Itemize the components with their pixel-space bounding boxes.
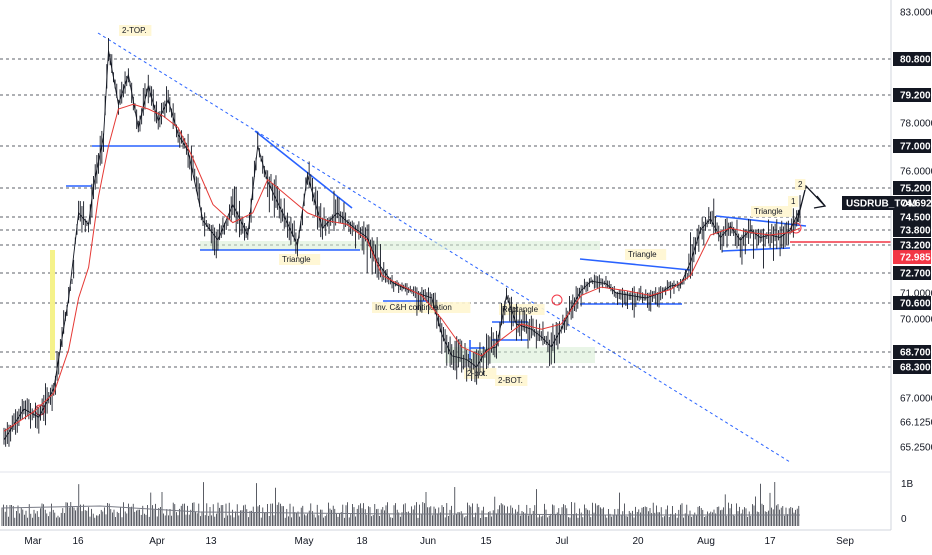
time-tick-label: 15 <box>480 536 492 547</box>
label-rectangle: Rectangle <box>502 305 539 314</box>
label-2-bot-small: 2-bot. <box>467 369 487 378</box>
label-wave-1-bg <box>788 196 799 207</box>
time-tick-label: Apr <box>149 536 165 547</box>
support-zone <box>200 241 600 250</box>
price-tick-label: 73.2000 <box>900 241 932 252</box>
price-tick-label: 70.0000 <box>900 315 932 326</box>
last-price-tag <box>842 196 931 210</box>
label-2-bot-small-bg <box>464 368 497 379</box>
price-level-tag <box>893 296 931 310</box>
volume-pane <box>1 482 800 526</box>
time-tick-label: May <box>295 536 314 547</box>
label-2-top: 2-TOP. <box>122 26 147 35</box>
price-level-tag <box>893 139 931 153</box>
signal-circle <box>551 294 563 306</box>
time-tick-label: 20 <box>632 536 644 547</box>
last-price-label: 74.6925 <box>901 199 932 210</box>
price-level-tag <box>893 360 931 374</box>
label-2-bot: 2-BOT. <box>498 376 523 385</box>
volume-tick-label: 1B <box>901 479 914 490</box>
marked-price-label: 72.9850 <box>900 253 932 264</box>
time-tick-label: Jun <box>420 536 436 547</box>
time-tick-label: Aug <box>697 536 715 547</box>
time-tick-label: 16 <box>72 536 84 547</box>
price-tick-label: 68.3000 <box>900 363 932 374</box>
chart-drawings: 2-TOP. Triangle Inv. C&H continuation Recta… <box>34 25 891 463</box>
price-tick-label: 68.7000 <box>900 348 932 359</box>
label-rectangle-bg <box>499 304 545 315</box>
pattern-line <box>254 130 353 209</box>
label-inv-ch: Inv. C&H continuation <box>375 303 452 312</box>
price-series <box>3 37 801 447</box>
label-2-bot-bg <box>495 375 528 386</box>
price-level-tag <box>893 52 931 66</box>
price-tick-label: 71.0000 <box>900 289 932 300</box>
price-tick-label: 79.2000 <box>900 91 932 102</box>
price-tick-label: 75.2000 <box>900 184 932 195</box>
price-tick-label: 70.6000 <box>900 299 932 310</box>
price-level-tag <box>893 345 931 359</box>
time-tick-label: 17 <box>764 536 776 547</box>
label-inv-ch-bg <box>372 302 471 313</box>
price-tick-label: 76.0000 <box>900 167 932 178</box>
bottom-zone <box>445 347 595 363</box>
price-axis[interactable]: 83.0000 80.8000 79.2000 78.0000 77.0000 76.00… <box>842 0 932 530</box>
pattern-line <box>579 258 691 271</box>
label-wave-2-bg <box>795 179 806 190</box>
pattern-line <box>721 247 791 252</box>
label-wave-1: 1 <box>791 197 796 206</box>
volume-ma-line <box>1 505 800 516</box>
price-tick-label: 78.0000 <box>900 119 932 130</box>
symbol-label: USDRUB_TOM <box>846 199 916 210</box>
marked-price-tag <box>893 250 931 265</box>
moving-average-line <box>3 103 801 432</box>
price-line <box>3 50 801 441</box>
price-level-tag <box>893 223 931 237</box>
pattern-line <box>715 215 807 227</box>
price-tick-label: 73.8000 <box>900 226 932 237</box>
label-triangle-3-bg <box>751 206 793 217</box>
projection-arrow-head <box>813 195 827 209</box>
label-triangle-1: Triangle <box>282 255 311 264</box>
label-triangle-2: Triangle <box>628 250 657 259</box>
price-tick-label: 77.0000 <box>900 142 932 153</box>
price-tick-label: 67.0000 <box>900 394 932 405</box>
label-triangle-3: Triangle <box>754 207 783 216</box>
time-tick-label: Sep <box>836 536 854 547</box>
time-tick-label: 13 <box>205 536 217 547</box>
price-tick-label: 65.2500 <box>900 443 932 454</box>
price-tick-label: 72.7000 <box>900 269 932 280</box>
price-tick-label: 80.8000 <box>900 55 932 66</box>
label-triangle-1-bg <box>279 254 321 265</box>
gap-highlight <box>50 250 55 360</box>
price-tick-label: 74.5000 <box>900 213 932 224</box>
time-axis[interactable]: Mar 16 Apr 13 May 18 Jun 15 Jul 20 Aug 17 Sep <box>0 471 891 547</box>
time-tick-label: Mar <box>24 536 42 547</box>
volume-tick-label: 0 <box>901 514 907 525</box>
price-level-tag <box>893 210 931 224</box>
price-level-tag <box>893 266 931 280</box>
label-2-top-bg <box>119 25 152 36</box>
label-triangle-2-bg <box>625 249 667 260</box>
price-level-tag <box>893 181 931 195</box>
price-tick-label: 66.1250 <box>900 418 932 429</box>
time-tick-label: Jul <box>556 536 569 547</box>
label-wave-2: 2 <box>798 180 803 189</box>
time-tick-label: 18 <box>356 536 368 547</box>
price-level-tag <box>893 88 931 102</box>
price-tick-label: 83.0000 <box>900 8 932 19</box>
downtrend-line <box>97 32 791 463</box>
price-level-tag <box>893 238 931 252</box>
